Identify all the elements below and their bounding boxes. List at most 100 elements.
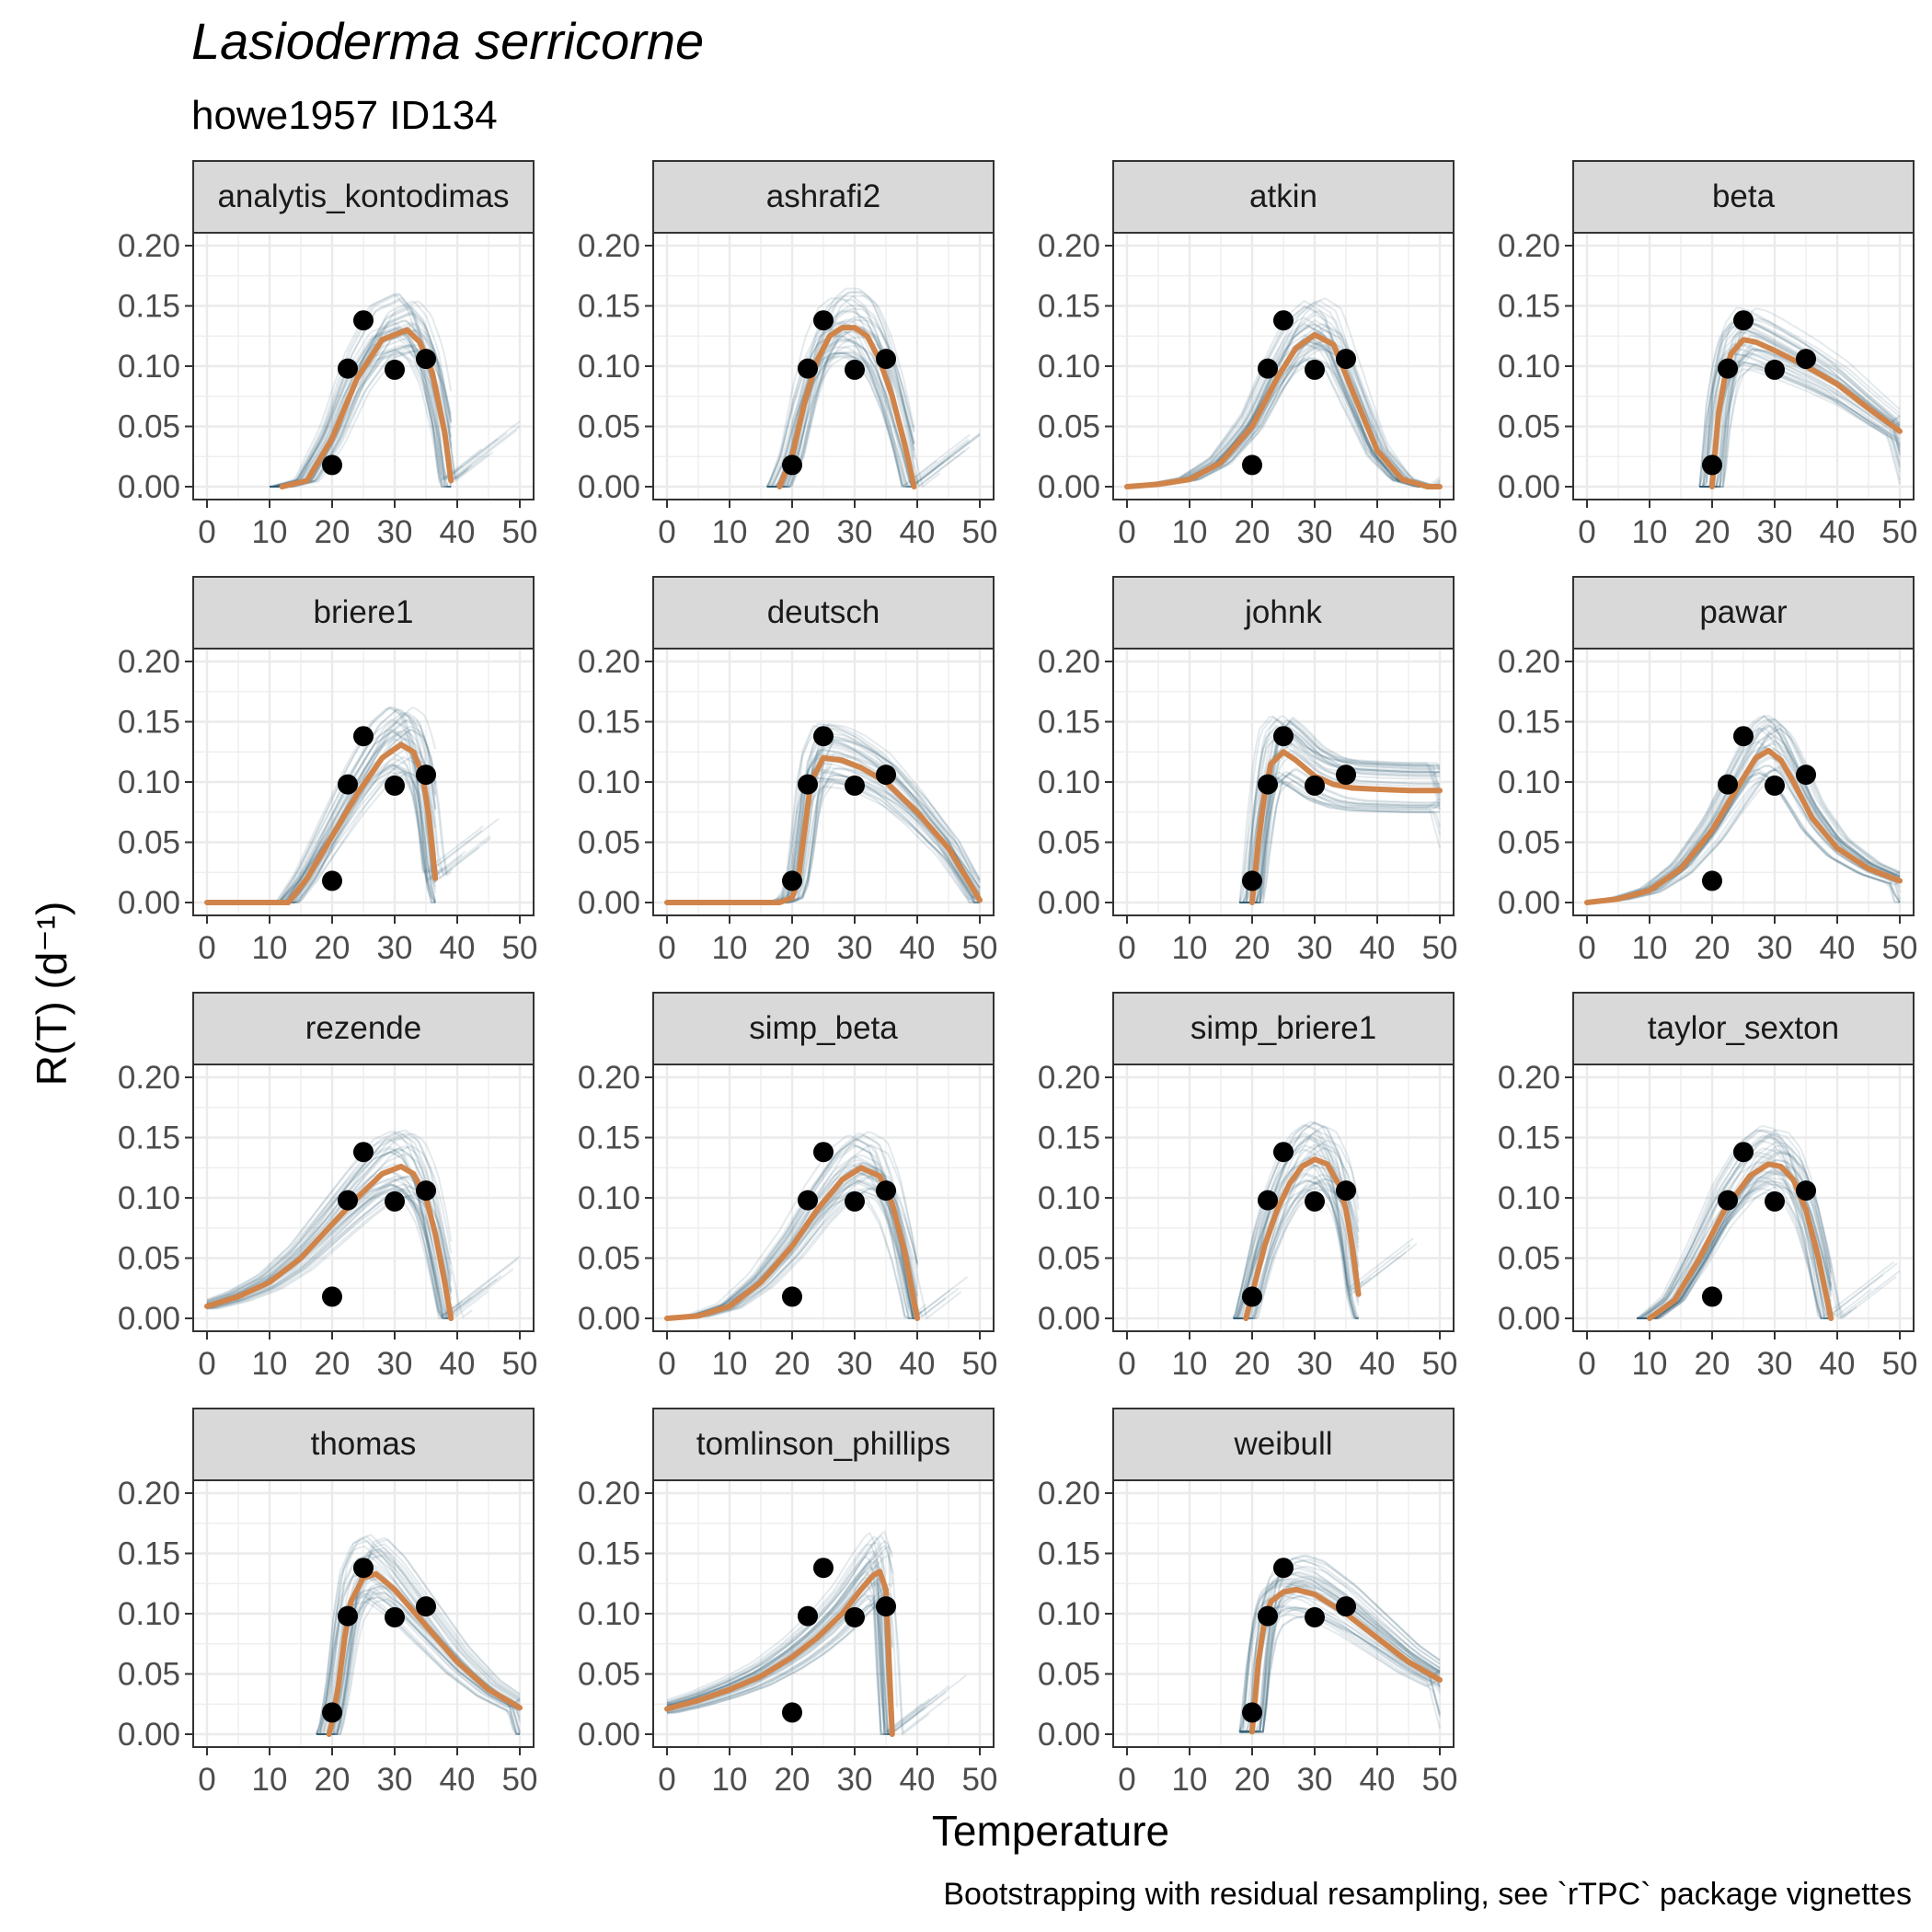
bootstrap-line xyxy=(316,1543,521,1735)
y-tick-label: 0.05 xyxy=(1038,1241,1100,1277)
bootstrap-line xyxy=(666,1164,917,1319)
strip-label: deutsch xyxy=(767,594,880,630)
bootstrap-line xyxy=(667,1545,893,1707)
x-tick-label: 10 xyxy=(252,1762,288,1798)
data-point xyxy=(1242,870,1262,891)
bootstrap-line xyxy=(206,1147,453,1319)
y-tick-label: 0.05 xyxy=(118,1657,180,1693)
bootstrap-line xyxy=(207,1185,453,1309)
bootstrap-line xyxy=(1699,306,1901,488)
data-point xyxy=(1305,775,1325,796)
panel-weibull: weibull 0.00 0.05 0.10 0.15 0.20 0 10 20 30 40 50 xyxy=(1038,1408,1457,1798)
x-tick-label: 40 xyxy=(1820,514,1856,550)
strip xyxy=(192,992,535,1065)
bootstrap-line xyxy=(1637,1129,1833,1319)
data-point xyxy=(1796,765,1816,786)
x-tick-label: 30 xyxy=(377,1346,413,1382)
x-tick-label: 10 xyxy=(252,1346,288,1382)
x-tick-label: 30 xyxy=(377,930,413,966)
x-tick-label: 40 xyxy=(1360,930,1396,966)
strip-label: tomlinson_phillips xyxy=(696,1426,950,1462)
y-tick-label: 0.15 xyxy=(578,1121,640,1156)
x-tick-label: 0 xyxy=(1578,1346,1595,1382)
x-tick-label: 20 xyxy=(1235,1762,1271,1798)
x-tick-label: 30 xyxy=(377,1762,413,1798)
data-point xyxy=(338,1190,358,1211)
bootstrap-line xyxy=(766,356,914,488)
panel-johnk: johnk 0.00 0.05 0.10 0.15 0.20 0 10 20 30 40 50 xyxy=(1038,576,1457,966)
strip xyxy=(1572,160,1915,234)
y-tick-label: 0.00 xyxy=(1498,1301,1560,1337)
x-tick-label: 50 xyxy=(1422,514,1458,550)
bootstrap-line xyxy=(1637,1161,1832,1319)
bootstrap-line xyxy=(1239,773,1440,903)
x-tick-label: 50 xyxy=(502,1346,538,1382)
data-point xyxy=(1765,359,1785,380)
data-point xyxy=(845,1190,865,1212)
bootstrap-line xyxy=(666,1541,893,1735)
data-point xyxy=(1273,1558,1294,1579)
bootstrap-line xyxy=(1233,1162,1360,1319)
y-tick-label: 0.05 xyxy=(1498,825,1560,861)
bootstrap-line xyxy=(1233,1136,1360,1319)
y-tick-label: 0.20 xyxy=(1498,1060,1560,1096)
panel-taylor_sexton: taylor_sexton 0.00 0.05 0.10 0.15 0.20 0 10 20 30… xyxy=(1498,992,1917,1382)
x-tick-label: 20 xyxy=(315,1346,351,1382)
bootstrap-line xyxy=(1239,1575,1441,1733)
bootstrap-line xyxy=(666,1555,892,1735)
strip-label: briere1 xyxy=(314,594,414,630)
bootstrap-line xyxy=(1699,322,1901,488)
bootstrap-line xyxy=(1637,1164,1853,1320)
data-point xyxy=(1765,1190,1785,1212)
y-tick-label: 0.05 xyxy=(578,825,640,861)
bootstrap-line xyxy=(1637,1134,1898,1319)
x-tick-label: 20 xyxy=(315,1762,351,1798)
x-axis-title: Temperature xyxy=(932,1807,1169,1855)
data-point xyxy=(1733,1142,1754,1163)
x-tick-label: 50 xyxy=(1422,1346,1458,1382)
strip-label: analytis_kontodimas xyxy=(217,178,509,214)
y-tick-label: 0.15 xyxy=(578,289,640,325)
y-tick-label: 0.05 xyxy=(1038,1657,1100,1693)
data-point xyxy=(322,454,342,476)
bootstrap-line xyxy=(666,1531,892,1735)
data-point xyxy=(1305,1606,1325,1627)
y-tick-label: 0.15 xyxy=(1038,1121,1100,1156)
strip xyxy=(1112,160,1455,234)
bootstrap-line xyxy=(666,1563,892,1735)
data-point xyxy=(1336,1180,1356,1202)
y-tick-label: 0.10 xyxy=(1498,765,1560,800)
panel-deutsch: deutsch 0.00 0.05 0.10 0.15 0.20 0 10 20 30 40 50 xyxy=(578,576,997,966)
data-point xyxy=(782,870,802,891)
data-point xyxy=(1336,349,1356,370)
y-tick-label: 0.00 xyxy=(1498,469,1560,505)
x-tick-label: 40 xyxy=(1360,1762,1396,1798)
x-tick-label: 30 xyxy=(1297,930,1333,966)
bootstrap-line xyxy=(1239,779,1440,903)
x-tick-label: 40 xyxy=(1820,930,1856,966)
bootstrap-line xyxy=(1233,1188,1360,1319)
y-tick-label: 0.00 xyxy=(1038,1301,1100,1337)
x-tick-label: 10 xyxy=(712,514,748,550)
y-tick-label: 0.10 xyxy=(578,1596,640,1632)
bootstrap-line xyxy=(765,297,914,488)
y-tick-label: 0.05 xyxy=(578,1657,640,1693)
y-tick-label: 0.00 xyxy=(578,469,640,505)
fit-line xyxy=(664,1165,920,1321)
x-tick-label: 40 xyxy=(440,1346,476,1382)
bootstrap-line xyxy=(316,1549,521,1735)
bootstrap-line xyxy=(316,1547,521,1735)
panel-simp_beta: simp_beta 0.00 0.05 0.10 0.15 0.20 0 10 20 30 40 50 xyxy=(578,992,997,1382)
data-point xyxy=(338,774,358,795)
panel-thomas: thomas 0.00 0.05 0.10 0.15 0.20 0 10 20 30 40 50 xyxy=(118,1408,537,1798)
y-tick-label: 0.20 xyxy=(118,644,180,680)
x-tick-label: 30 xyxy=(1297,1346,1333,1382)
fit-line xyxy=(776,325,917,489)
bootstrap-line xyxy=(667,1540,893,1706)
data-point xyxy=(845,359,865,380)
y-tick-label: 0.10 xyxy=(118,349,180,385)
data-point xyxy=(1273,726,1294,747)
x-tick-label: 0 xyxy=(198,1346,215,1382)
bootstrap-line xyxy=(666,1566,892,1735)
y-tick-label: 0.10 xyxy=(1038,1596,1100,1632)
